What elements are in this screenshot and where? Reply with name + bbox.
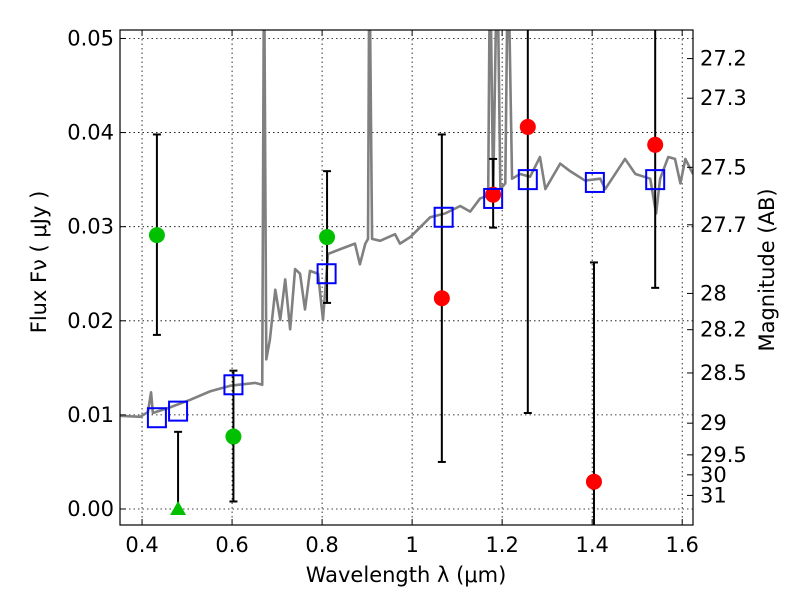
- right-tick-label: 30: [700, 463, 727, 487]
- model-square: [483, 187, 504, 209]
- model-square: [584, 171, 605, 193]
- right-axis-label: Magnitude (AB): [755, 188, 779, 351]
- right-tick-label: 28: [700, 281, 727, 305]
- y-tick-label: 0.04: [67, 121, 114, 145]
- model-square: [316, 263, 337, 285]
- y-tick-label: 0.00: [67, 497, 114, 521]
- ticks: 0.4 0.6 0.8 1 1.2 1.4 1.6 0.00 0.01 0.02 0.03 0.04 0…: [67, 26, 747, 557]
- x-tick-label: 1.6: [665, 533, 698, 557]
- right-tick-label: 29.5: [700, 443, 747, 467]
- red-point: [585, 473, 602, 490]
- x-tick-label: 0.8: [305, 533, 338, 557]
- model-square: [517, 169, 538, 191]
- right-tick-label: 28.2: [700, 318, 747, 342]
- model-square: [168, 400, 189, 422]
- plot-frame: [119, 29, 694, 526]
- green-point: [225, 428, 242, 445]
- right-tick-label: 28.5: [700, 361, 747, 385]
- y-tick-label: 0.02: [67, 309, 114, 333]
- red-point: [519, 118, 536, 135]
- green-point: [148, 227, 165, 244]
- red-point: [647, 136, 664, 153]
- right-tick-label: 27.3: [700, 86, 747, 110]
- y-axis-label: Flux Fν ( μJy ): [27, 191, 51, 334]
- model-square: [645, 169, 666, 191]
- x-tick-label: 1.4: [575, 533, 608, 557]
- model-square: [433, 206, 454, 228]
- x-tick-label: 0.4: [125, 533, 158, 557]
- grid: [120, 30, 693, 525]
- plot-marks: [120, 30, 693, 525]
- right-tick-label: 27.5: [700, 155, 747, 179]
- y-tick-label: 0.03: [67, 215, 114, 239]
- x-axis-label: Wavelength λ (μm): [306, 563, 507, 587]
- y-tick-label: 0.01: [67, 403, 114, 427]
- upper-limit-triangle: [170, 501, 187, 516]
- x-tick-label: 0.6: [215, 533, 248, 557]
- model-square: [223, 374, 244, 396]
- red-point: [485, 186, 502, 203]
- spectrum-line: [120, 30, 693, 419]
- y-tick-label: 0.05: [67, 26, 114, 50]
- right-tick-label: 27.2: [700, 47, 747, 71]
- x-tick-label: 1.2: [485, 533, 518, 557]
- right-tick-label: 29: [700, 411, 727, 435]
- right-tick-label: 27.7: [700, 213, 747, 237]
- model-square: [146, 407, 167, 429]
- right-tick-label: 31: [700, 483, 727, 507]
- red-point: [433, 290, 450, 307]
- green-point: [319, 229, 336, 246]
- x-tick-label: 1: [405, 533, 418, 557]
